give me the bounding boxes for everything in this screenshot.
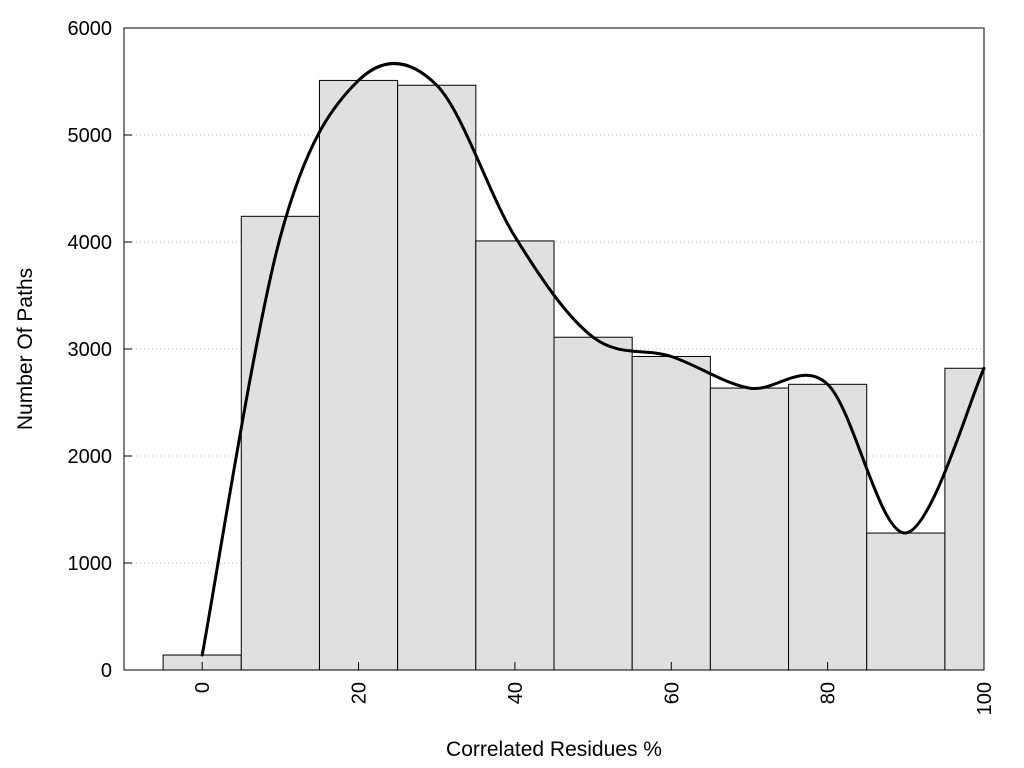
x-tick-label: 20 — [349, 682, 371, 704]
x-tick-label: 60 — [661, 682, 683, 704]
y-axis: 0 1000 2000 3000 4000 5000 6000 — [68, 18, 132, 682]
x-tick-label: 80 — [818, 682, 840, 704]
bar — [475, 240, 555, 671]
x-axis: 0 20 40 60 80 100 — [192, 662, 996, 715]
x-tick-label: 0 — [192, 682, 214, 693]
y-tick-label: 6000 — [68, 18, 113, 40]
y-tick-label: 0 — [101, 660, 112, 682]
bar — [788, 383, 868, 671]
y-tick-label: 3000 — [68, 339, 113, 361]
density-curve-line — [200, 62, 986, 657]
y-tick-label: 1000 — [68, 553, 113, 575]
bar — [631, 355, 711, 671]
bar — [944, 367, 985, 671]
x-tick-label: 100 — [974, 682, 996, 715]
y-tick-label: 4000 — [68, 232, 113, 254]
bars — [162, 79, 985, 671]
x-axis-title: Correlated Residues % — [446, 738, 662, 761]
density-curve — [200, 62, 986, 657]
bar — [866, 532, 946, 671]
y-axis-title: Number Of Paths — [14, 268, 37, 430]
y-tick-label: 5000 — [68, 125, 113, 147]
bar — [318, 79, 399, 671]
y-tick-label: 2000 — [68, 446, 113, 468]
bar — [240, 215, 320, 671]
bar — [397, 84, 477, 671]
x-tick-label: 40 — [505, 682, 527, 704]
bar — [553, 336, 633, 671]
bar — [709, 387, 790, 671]
